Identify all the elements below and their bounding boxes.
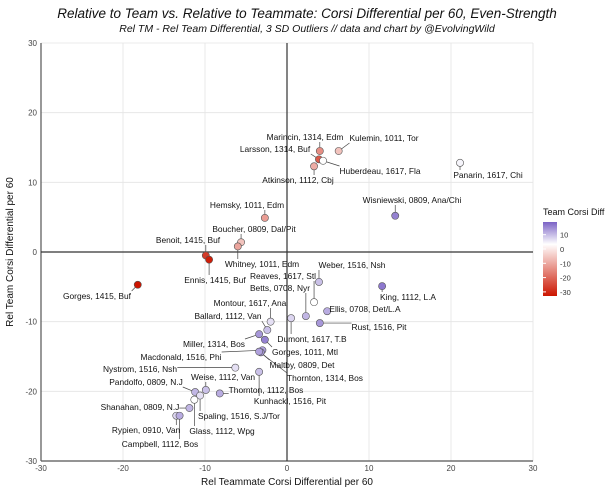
x-tick-label: -10 bbox=[199, 464, 211, 473]
legend-colorbar bbox=[543, 222, 557, 296]
point-label: Campbell, 1112, Bos bbox=[122, 439, 199, 449]
data-point bbox=[231, 363, 240, 372]
point-label: Ennis, 1415, Buf bbox=[184, 275, 246, 285]
x-tick-label: 30 bbox=[529, 464, 538, 473]
point-label: Ellis, 0708, Det/L.A bbox=[329, 304, 401, 314]
point-label: Huberdeau, 1617, Fla bbox=[339, 166, 420, 176]
data-point bbox=[255, 330, 264, 339]
point-label: Nystrom, 1516, Nsh bbox=[103, 364, 177, 374]
data-point bbox=[215, 389, 224, 398]
data-point bbox=[196, 391, 204, 400]
data-point bbox=[133, 280, 142, 289]
data-point bbox=[205, 255, 213, 264]
point-label: Dumont, 1617, T.B bbox=[277, 334, 347, 344]
legend-tick-label: -10 bbox=[560, 259, 571, 268]
legend-tick-label: 0 bbox=[560, 245, 564, 254]
legend-tick-label: -20 bbox=[560, 274, 571, 283]
leader-line bbox=[258, 351, 288, 374]
point-label: Shanahan, 0809, N.J bbox=[101, 402, 180, 412]
data-point bbox=[255, 347, 264, 356]
data-point bbox=[323, 307, 332, 316]
point-label: Marincin, 1314, Edm bbox=[267, 132, 344, 142]
y-tick-label: 0 bbox=[33, 248, 38, 257]
y-axis-label: Rel Team Corsi Differential per 60 bbox=[5, 177, 16, 327]
legend-title: Team Corsi Diff bbox=[543, 207, 605, 217]
point-label: Weber, 1516, Nsh bbox=[319, 260, 386, 270]
point-label: Rust, 1516, Pit bbox=[352, 322, 408, 332]
x-tick-label: 20 bbox=[447, 464, 456, 473]
data-point bbox=[378, 282, 387, 291]
data-point bbox=[201, 386, 210, 394]
x-tick-label: 10 bbox=[365, 464, 374, 473]
y-tick-label: -10 bbox=[25, 318, 37, 327]
data-point bbox=[287, 314, 295, 323]
point-label: Kunhackl, 1516, Pit bbox=[254, 396, 327, 406]
point-label: Hemsky, 1011, Edm bbox=[210, 200, 284, 210]
data-point bbox=[391, 211, 400, 220]
point-label: Kulemin, 1011, Tor bbox=[349, 133, 418, 143]
legend-tick-label: -30 bbox=[560, 288, 571, 297]
point-label: Thornton, 1112, Bos bbox=[229, 385, 304, 395]
point-label: King, 1112, L.A bbox=[380, 292, 436, 302]
data-point bbox=[175, 411, 184, 420]
point-label: Gorges, 1011, Mtl bbox=[272, 347, 338, 357]
data-point bbox=[190, 395, 199, 404]
axes: -30 -20 -10 0 10 20 30 -30 -20 -10 0 10 20 30 bbox=[25, 39, 538, 473]
point-label: Weise, 1112, Van bbox=[191, 372, 255, 382]
y-tick-label: 10 bbox=[28, 178, 37, 187]
x-tick-label: -30 bbox=[35, 464, 47, 473]
point-label: Rypien, 0910, Van bbox=[112, 425, 181, 435]
chart-title: Relative to Team vs. Relative to Teammat… bbox=[57, 6, 556, 21]
data-point bbox=[266, 317, 275, 326]
point-label: Maltby, 0809, Det bbox=[269, 360, 335, 370]
data-point bbox=[185, 404, 194, 412]
data-point bbox=[456, 158, 464, 167]
data-point bbox=[315, 147, 324, 155]
point-label: Wisniewski, 0809, Ana/Chi bbox=[363, 195, 462, 205]
data-point bbox=[260, 335, 269, 344]
data-point bbox=[233, 242, 242, 251]
data-point bbox=[310, 298, 318, 307]
point-label: Montour, 1617, Ana bbox=[214, 298, 287, 308]
point-label: Glass, 1112, Wpg bbox=[189, 426, 255, 436]
data-point bbox=[334, 147, 343, 155]
y-tick-label: -20 bbox=[25, 387, 37, 396]
point-label: Benoit, 1415, Buf bbox=[156, 235, 221, 245]
point-label: Panarin, 1617, Chi bbox=[453, 170, 523, 180]
data-point bbox=[260, 213, 269, 222]
chart-subtitle: Rel TM - Rel Team Differential, 3 SD Out… bbox=[119, 23, 496, 35]
legend: Team Corsi Diff 10 0 -10 -20 -30 bbox=[543, 207, 605, 297]
point-label: Gorges, 1415, Buf bbox=[63, 291, 132, 301]
point-label: Whitney, 1011, Edm bbox=[225, 259, 299, 269]
point-label: Macdonald, 1516, Phi bbox=[140, 352, 221, 362]
y-tick-label: 20 bbox=[28, 109, 37, 118]
x-tick-label: 0 bbox=[285, 464, 290, 473]
data-point bbox=[315, 278, 323, 286]
point-label: Boucher, 0809, Dal/Pit bbox=[212, 224, 296, 234]
point-label: Pandolfo, 0809, N.J bbox=[109, 377, 183, 387]
y-tick-label: 30 bbox=[28, 39, 37, 48]
point-label: Larsson, 1314, Buf bbox=[240, 144, 311, 154]
x-axis-label: Rel Teammate Corsi Differential per 60 bbox=[201, 477, 373, 488]
point-label: Miller, 1314, Bos bbox=[183, 339, 245, 349]
point-label: Reaves, 1617, Stl bbox=[250, 271, 316, 281]
data-point bbox=[319, 156, 327, 165]
y-tick-label: -30 bbox=[25, 457, 37, 466]
point-label: Thornton, 1314, Bos bbox=[287, 373, 363, 383]
data-point bbox=[315, 319, 324, 327]
data-points bbox=[133, 147, 464, 420]
data-point bbox=[310, 162, 318, 171]
point-label: Spaling, 1516, S.J/Tor bbox=[198, 411, 280, 421]
point-label: Ballard, 1112, Van bbox=[194, 311, 261, 321]
legend-tick-label: 10 bbox=[560, 231, 568, 240]
data-point bbox=[263, 326, 272, 334]
data-point bbox=[255, 367, 264, 376]
data-point bbox=[301, 312, 310, 320]
point-labels: Marincin, 1314, Edm Kulemin, 1011, Tor Lar… bbox=[63, 132, 523, 449]
x-tick-label: -20 bbox=[117, 464, 129, 473]
point-label: Atkinson, 1112, Cbj bbox=[262, 175, 334, 185]
point-label: Betts, 0708, Nyr bbox=[250, 283, 310, 293]
